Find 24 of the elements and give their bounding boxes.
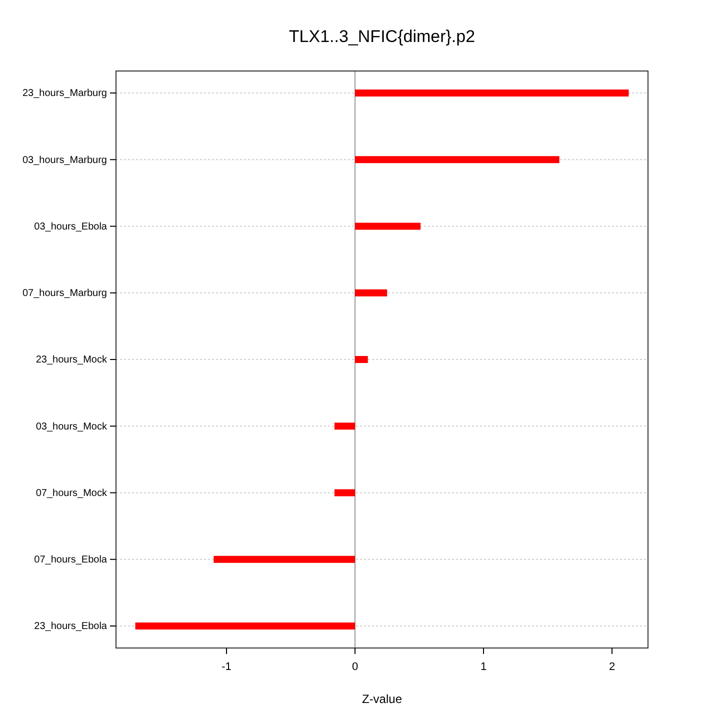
bar xyxy=(355,356,368,363)
x-tick-label: 2 xyxy=(608,661,616,674)
y-tick-label: 23_hours_Marburg xyxy=(22,88,107,100)
x-tick-label: -1 xyxy=(222,661,232,674)
bar xyxy=(334,422,356,430)
bar xyxy=(334,489,356,496)
y-tick-label: 07_hours_Marburg xyxy=(22,288,107,300)
y-tick-label: 07_hours_Mock xyxy=(36,488,108,499)
bar xyxy=(355,156,560,164)
y-tick-label: 03_hours_Mock xyxy=(36,421,108,432)
y-tick-label: 23_hours_Ebola xyxy=(34,621,108,632)
bar xyxy=(214,556,356,563)
x-tick-label: 0 xyxy=(352,661,358,674)
y-tick-label: 07_hours_Ebola xyxy=(34,554,108,566)
x-tick-label: 1 xyxy=(480,661,487,674)
y-tick-label: 03_hours_Ebola xyxy=(34,221,108,232)
bar xyxy=(355,222,421,230)
bar xyxy=(355,289,388,296)
y-tick-label: 23_hours_Mock xyxy=(36,354,108,366)
y-tick-label: 03_hours_Marburg xyxy=(22,154,107,166)
bar xyxy=(135,622,356,630)
bar xyxy=(355,90,629,96)
x-axis-title: Z-value xyxy=(362,692,402,706)
chart-title: TLX1..3_NFIC{dimer}.p2 xyxy=(288,27,476,46)
